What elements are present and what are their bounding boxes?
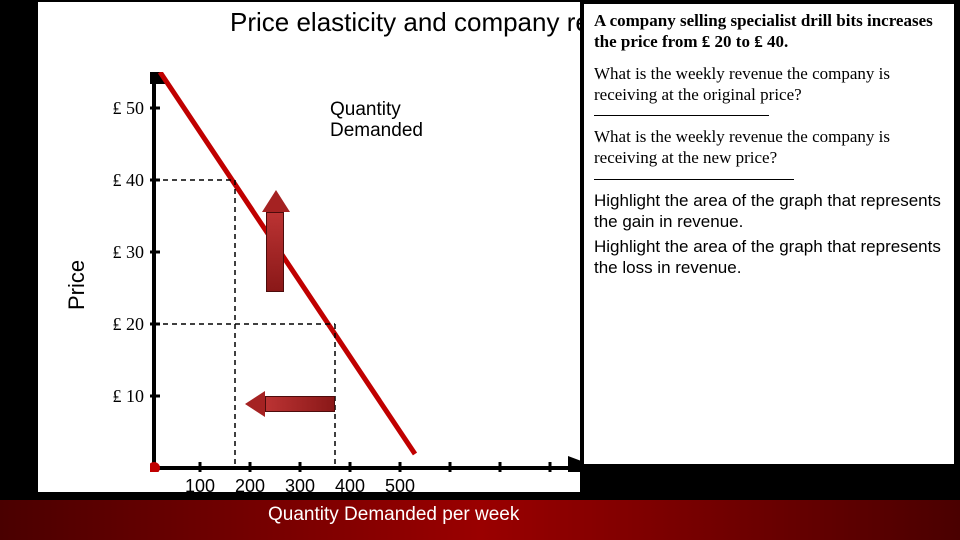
x-tick-700: 700 [478, 476, 522, 497]
x-tick-400: 400 [328, 476, 372, 497]
question-panel: A company selling specialist drill bits … [584, 4, 954, 464]
quantity-decrease-arrow-icon [245, 392, 335, 416]
demand-curve-label: Quantity Demanded [330, 100, 440, 142]
y-tick-40: ₤ 40 [96, 170, 144, 191]
x-tick-300: 300 [278, 476, 322, 497]
answer-blank-2[interactable] [594, 179, 794, 180]
answer-blank-1[interactable] [594, 115, 769, 116]
y-tick-10: ₤ 10 [96, 386, 144, 407]
y-tick-30: ₤ 30 [96, 242, 144, 263]
x-tick-800: 800 [528, 476, 572, 497]
question-1: What is the weekly revenue the company i… [594, 63, 944, 106]
y-axis-label: Price [64, 260, 90, 310]
y-tick-50: ₤ 50 [96, 98, 144, 119]
x-tick-200: 200 [228, 476, 272, 497]
x-tick-100: 100 [178, 476, 222, 497]
x-tick-500: 500 [378, 476, 422, 497]
demand-curve-label-text: Quantity Demanded [330, 99, 423, 141]
x-tick-600: 600 [428, 476, 472, 497]
y-tick-20: ₤ 20 [96, 314, 144, 335]
intro-text: A company selling specialist drill bits … [594, 10, 944, 53]
question-2: What is the weekly revenue the company i… [594, 126, 944, 169]
task-1: Highlight the area of the graph that rep… [594, 190, 944, 233]
x-axis-label: Quantity Demanded per week [268, 504, 519, 526]
task-2: Highlight the area of the graph that rep… [594, 236, 944, 279]
price-increase-arrow-icon [262, 190, 288, 292]
intro-b: ₤ 20 to ₤ 40. [702, 32, 788, 51]
